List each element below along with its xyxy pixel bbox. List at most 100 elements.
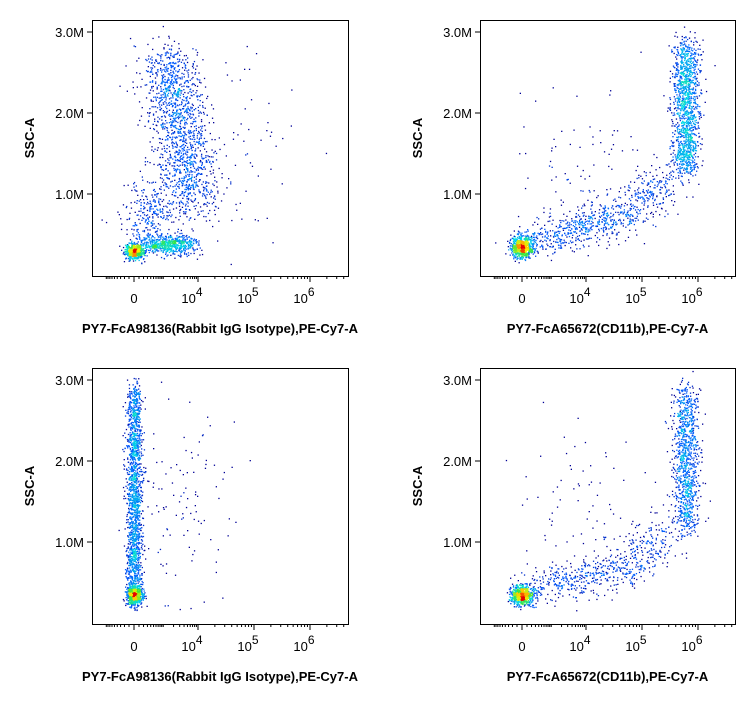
data-point [160,238,162,240]
data-point [174,75,176,78]
data-point [185,174,187,177]
data-point [537,251,539,253]
data-point [203,190,205,192]
data-point [183,247,186,249]
data-point [175,62,177,64]
data-point [692,87,695,89]
data-point [565,241,567,244]
data-point [587,230,589,232]
data-point [540,232,542,234]
data-point [152,246,154,248]
data-point [668,189,670,191]
data-point [685,146,687,148]
data-point [637,213,639,215]
data-point [155,124,157,126]
data-point [191,195,193,197]
data-point [184,213,187,215]
data-point [584,231,587,233]
data-point [184,250,186,252]
data-point [588,215,590,217]
data-point [147,218,149,220]
data-point [694,32,696,34]
data-point [516,258,518,261]
data-point [174,257,176,259]
data-point [179,171,181,173]
data-point [218,220,220,222]
data-point [179,215,181,217]
data-point [165,250,167,253]
data-point [529,244,531,247]
data-point [156,241,158,243]
data-point [132,246,134,248]
data-point [151,242,153,244]
data-point [162,25,164,28]
data-point [152,208,154,210]
data-point [193,109,195,111]
data-point [170,100,173,102]
data-point [601,218,603,221]
data-point [631,214,634,216]
data-point [170,67,173,69]
data-point [532,224,534,226]
data-point [163,215,165,217]
data-point [210,156,212,158]
data-point [167,131,169,133]
data-point [581,212,584,214]
data-point [161,96,163,98]
data-point [509,245,512,247]
data-point [160,243,162,245]
data-point [153,239,156,241]
data-point [128,247,130,249]
data-point [582,244,584,246]
data-point [165,186,167,188]
data-point [180,116,182,118]
data-point [179,170,181,172]
data-point [176,92,179,94]
data-point [558,232,560,234]
data-point [676,163,678,165]
data-point [143,247,145,250]
data-point [184,110,186,112]
data-point [193,126,196,128]
data-point [515,238,517,240]
data-point [186,102,189,105]
data-point [174,115,177,117]
data-point [643,171,645,173]
data-point [201,163,203,165]
data-point [200,129,202,131]
data-point [243,140,245,142]
data-point [138,245,141,247]
data-point [652,194,654,196]
data-point [168,245,170,247]
data-point [154,242,157,244]
data-point [197,109,200,112]
data-point [160,63,162,66]
data-point [150,241,152,243]
data-point [176,109,179,111]
data-point [140,253,142,255]
data-point [128,257,130,259]
data-point [126,253,129,255]
data-point [647,218,649,220]
data-point [163,64,165,66]
data-point [154,237,156,239]
data-point [512,254,514,256]
data-point [172,132,174,135]
data-point [163,240,166,243]
data-point [194,208,196,210]
data-point [178,165,180,167]
data-point [170,114,172,117]
data-point [166,144,168,146]
data-point [667,110,669,112]
data-point [163,48,165,50]
data-point [152,64,154,67]
data-point [139,199,142,201]
data-point [141,247,143,249]
data-point [191,84,193,86]
data-point [646,197,648,199]
data-point [154,200,156,202]
data-point [173,102,175,104]
data-point [132,244,134,246]
data-point [166,249,169,251]
data-point [136,234,138,236]
